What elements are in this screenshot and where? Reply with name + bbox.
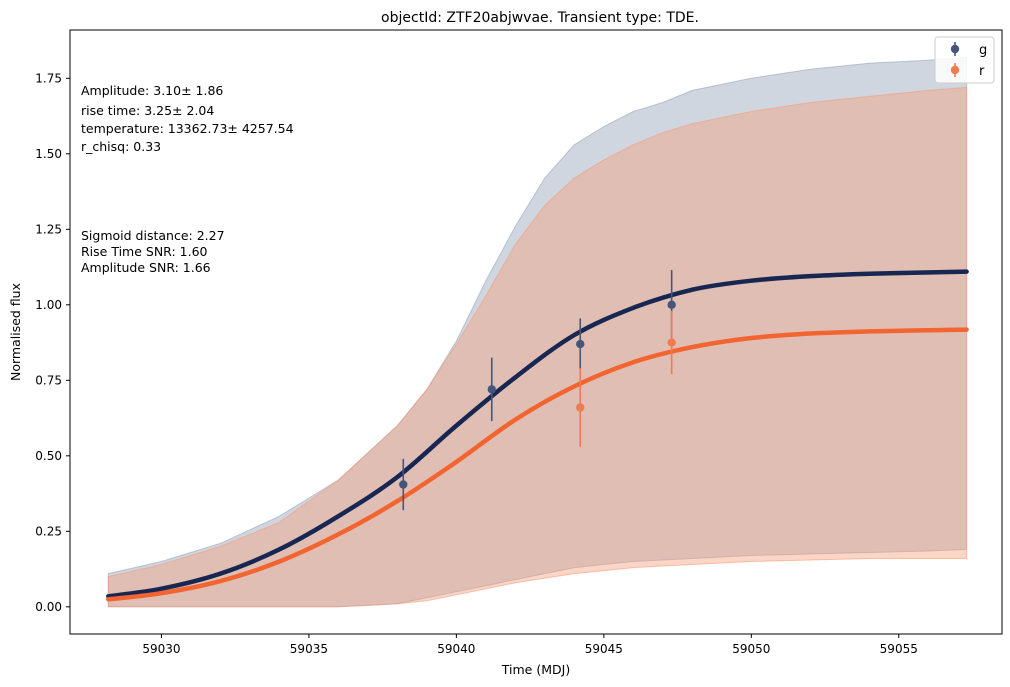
legend: gr [934, 36, 995, 84]
y-tick-label: 1.25 [35, 222, 62, 236]
annotation-amplitude: Amplitude: 3.10± 1.86 [81, 83, 223, 98]
x-tick-label: 59040 [437, 642, 475, 656]
annotation-r-chisq: r_chisq: 0.33 [81, 139, 161, 154]
y-tick-label: 0.75 [35, 373, 62, 387]
confidence-bands [107, 56, 968, 608]
x-tick-label: 59035 [290, 642, 328, 656]
legend-label-g: g [979, 43, 987, 58]
y-tick-label: 0.25 [35, 524, 62, 538]
y-tick-label: 0.50 [35, 449, 62, 463]
y-tick-label: 1.50 [35, 147, 62, 161]
fit-curves [106, 269, 969, 602]
x-axis-label: Time (MDJ) [501, 662, 570, 677]
annotation-rise-time-snr: Rise Time SNR: 1.60 [81, 244, 208, 259]
legend-marker-r [950, 65, 960, 75]
annotation-temperature: temperature: 13362.73± 4257.54 [81, 121, 294, 136]
y-tick-label: 0.00 [35, 600, 62, 614]
data-point-g [487, 385, 496, 394]
x-tick-label: 59030 [142, 642, 180, 656]
legend-label-r: r [979, 64, 985, 79]
y-axis: 0.00 0.25 0.50 0.75 1.00 1.25 1.50 1.75 [35, 71, 70, 614]
legend-box [934, 36, 995, 84]
data-point-g [667, 300, 676, 310]
x-tick-label: 59050 [732, 642, 770, 656]
data-point-r [667, 338, 676, 347]
y-tick-label: 1.00 [35, 298, 62, 312]
data-point-r [576, 403, 585, 412]
x-axis: 59030 59035 59040 59045 59050 59055 [142, 634, 918, 656]
x-tick-label: 59045 [585, 642, 623, 656]
data-point-g [399, 480, 408, 489]
fit-line-g [106, 269, 969, 599]
y-tick-label: 1.75 [35, 71, 62, 85]
fit-line-r [106, 327, 969, 602]
chart-title: objectId: ZTF20abjwvae. Transient type: … [381, 10, 699, 26]
plot-frame [69, 29, 1003, 635]
fit-annotations: Amplitude: 3.10± 1.86 rise time: 3.25± 2… [81, 83, 294, 275]
band-r [107, 86, 968, 608]
observations [399, 270, 676, 511]
y-axis-label: Normalised flux [8, 283, 23, 381]
data-point-g [576, 339, 585, 349]
x-tick-label: 59055 [880, 642, 918, 656]
annotation-sigmoid-distance: Sigmoid distance: 2.27 [81, 228, 225, 243]
annotation-amplitude-snr: Amplitude SNR: 1.66 [81, 260, 211, 275]
annotation-rise-time: rise time: 3.25± 2.04 [81, 103, 214, 118]
legend-marker-g [950, 44, 960, 54]
